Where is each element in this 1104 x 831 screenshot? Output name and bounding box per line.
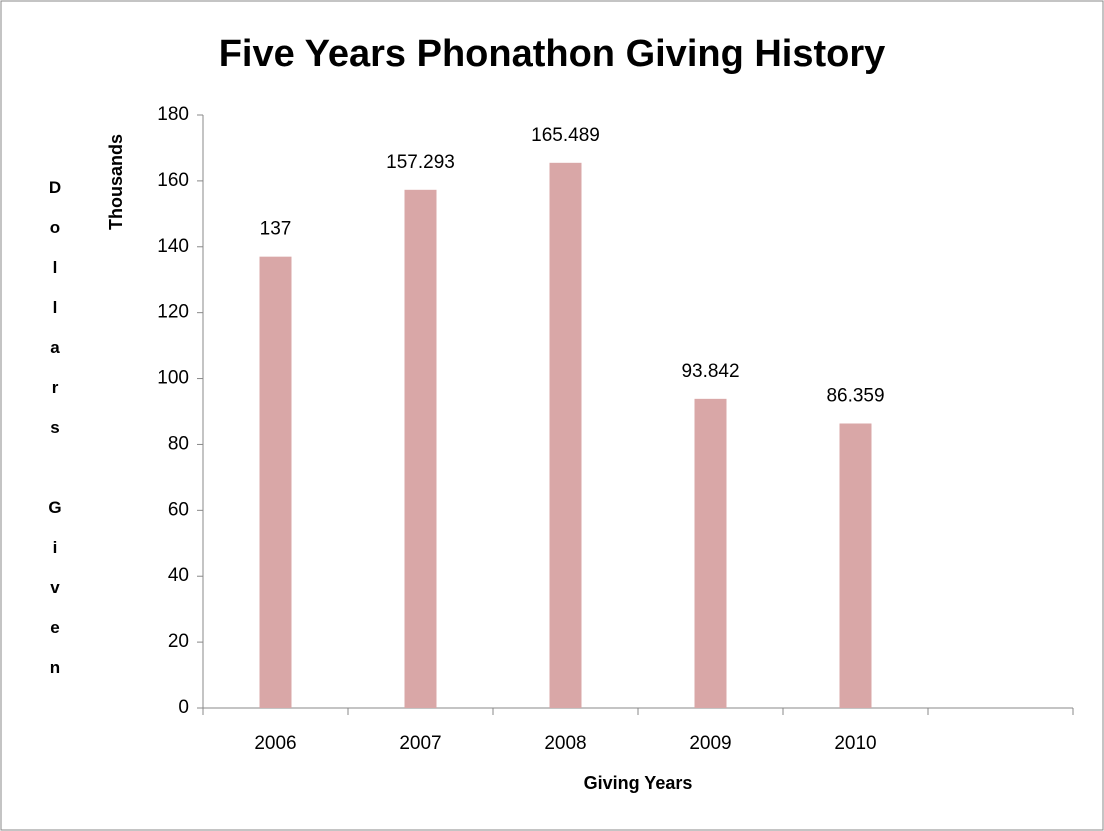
y-tick-label: 160 (157, 170, 189, 191)
bar (839, 423, 872, 708)
data-label: 137 (260, 219, 292, 240)
bar (694, 398, 727, 708)
y-tick-label: 40 (168, 565, 189, 586)
y-tick-label: 80 (168, 433, 189, 454)
chart-title: Five Years Phonathon Giving History (219, 33, 886, 75)
y-tick-label: 0 (178, 697, 189, 718)
x-tick-label: 2009 (689, 733, 731, 754)
x-axis-label: Giving Years (584, 773, 693, 793)
y-tick-label: 60 (168, 499, 189, 520)
data-label: 157.293 (386, 152, 455, 173)
x-tick-label: 2010 (834, 733, 876, 754)
bar (549, 162, 582, 709)
data-label: 93.842 (681, 361, 739, 382)
y-axis-label: Dollars Given (46, 178, 65, 698)
data-label: 165.489 (531, 125, 600, 146)
y-tick-label: 100 (157, 368, 189, 389)
x-tick-label: 2007 (399, 733, 441, 754)
y-tick-label: 20 (168, 631, 189, 652)
data-label: 86.359 (826, 386, 884, 407)
y-tick-label: 120 (157, 302, 189, 323)
y-unit-label: Thousands (106, 134, 126, 230)
y-tick-label: 140 (157, 236, 189, 257)
y-tick-label: 180 (157, 104, 189, 125)
bar (404, 189, 437, 708)
x-tick-label: 2008 (544, 733, 586, 754)
bar (259, 256, 292, 708)
x-tick-label: 2006 (254, 733, 296, 754)
